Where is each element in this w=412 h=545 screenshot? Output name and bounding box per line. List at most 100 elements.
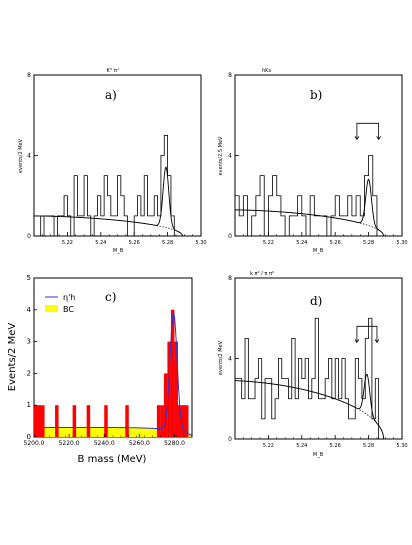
background-fit-line <box>234 380 402 440</box>
y-tick-label: 2 <box>27 369 31 377</box>
panel-title-a: K° π⁺ <box>106 68 119 74</box>
panel-label-c: c) <box>105 290 116 304</box>
x-tick-label: 5.26 <box>330 240 341 246</box>
y-tick-label: 4 <box>228 153 232 160</box>
x-axis-label-a: M_B <box>113 248 124 254</box>
histogram-bar <box>37 405 42 437</box>
axis-ticks-c: 5200.0 5220.0 5240.0 5260.0 5280.0 0 1 2 3 4 5 <box>24 274 193 447</box>
x-axis-label-c: B mass (MeV) <box>78 454 147 465</box>
y-tick-label: 0 <box>27 233 31 240</box>
panel-d: 5.22 5.24 5.26 5.28 5.30 0 4 8 k π⁰ / π π⁰ d) e… <box>218 271 408 458</box>
y-tick-label: 0 <box>228 436 232 443</box>
histogram-bar <box>156 405 161 437</box>
histogram-bar <box>160 405 164 437</box>
histogram-bar <box>72 405 77 437</box>
y-axis-label-d: events/2 MeV <box>218 340 224 375</box>
axis-ticks-b: 5.22 5.24 5.26 5.28 5.30 0 4 8 <box>228 72 407 246</box>
signal-window-arrow <box>354 339 360 344</box>
y-tick-label: 8 <box>228 72 232 79</box>
fit-curves-d <box>234 373 402 440</box>
histogram-bar <box>104 405 108 437</box>
y-axis-label-a: events/2 MeV <box>18 138 24 173</box>
x-tick-label: 5.24 <box>296 240 307 246</box>
axis-ticks-d: 5.22 5.24 5.26 5.28 5.30 0 4 8 <box>228 275 407 449</box>
x-axis-label-b: M_B <box>313 248 324 254</box>
panel-c: 5200.0 5220.0 5240.0 5260.0 5280.0 0 1 2 3 4 5 η'h… <box>7 274 193 465</box>
legend-label-bc: BC <box>63 305 74 314</box>
panel-label-b: b) <box>310 88 322 102</box>
signal-window-arrow <box>374 339 380 344</box>
signal-window-bracket <box>356 122 380 140</box>
panel-label-a: a) <box>105 88 117 102</box>
x-tick-label: 5.28 <box>363 443 374 449</box>
histogram-bar <box>163 373 168 437</box>
panel-title-d: k π⁰ / π π⁰ <box>250 271 274 277</box>
y-tick-label: 1 <box>27 401 31 409</box>
x-tick-label: 5240.0 <box>94 440 115 447</box>
panel-label-d: d) <box>310 294 322 308</box>
x-tick-label: 5.26 <box>129 240 140 246</box>
histogram-bar <box>184 405 189 437</box>
background-fit-line <box>234 209 402 237</box>
histogram-bar <box>125 405 129 437</box>
histogram-c <box>34 309 189 437</box>
x-axis-label-d: M_B <box>313 452 324 458</box>
legend-label-fit: η'h <box>63 293 75 302</box>
panel-a: 5.22 5.24 5.26 5.28 5.30 0 4 8 K° π⁺ a) events/… <box>18 68 207 254</box>
legend-c: η'h BC <box>45 293 75 314</box>
x-tick-label: 5200.0 <box>24 440 45 447</box>
histogram-bar <box>181 405 185 437</box>
x-tick-label: 5.28 <box>363 240 374 246</box>
panel-b: 5.22 5.24 5.26 5.28 5.30 0 4 8 hKs b) events/2.… <box>218 68 408 254</box>
x-tick-label: 5260.0 <box>129 440 150 447</box>
histogram-a <box>33 134 201 237</box>
legend-swatch-bc <box>45 305 58 312</box>
signal-window-bracket <box>356 325 378 343</box>
histogram-b <box>234 155 402 237</box>
x-tick-label: 5.22 <box>62 240 73 246</box>
histogram-steps <box>234 317 402 440</box>
histogram-bar <box>55 405 59 437</box>
histogram-steps <box>234 155 402 237</box>
x-tick-label: 5220.0 <box>59 440 80 447</box>
y-tick-label: 8 <box>27 72 31 79</box>
y-tick-label: 0 <box>228 233 232 240</box>
fit-curves-a <box>33 166 201 237</box>
axis-ticks-a: 5.22 5.24 5.26 5.28 5.30 0 4 8 <box>27 72 206 246</box>
histogram-d <box>234 317 402 440</box>
y-tick-label: 4 <box>27 306 32 314</box>
fit-curves-b <box>234 178 402 237</box>
x-tick-label: 5.24 <box>296 443 307 449</box>
fit-curves-c <box>34 311 193 438</box>
x-tick-label: 5.30 <box>195 240 206 246</box>
x-tick-label: 5.22 <box>263 240 274 246</box>
x-tick-label: 5.28 <box>162 240 173 246</box>
signal-window-arrow <box>354 136 360 141</box>
histogram-bar <box>167 341 171 437</box>
y-axis-label-c: Events/2 MeV <box>7 323 18 392</box>
x-tick-label: 5.30 <box>396 443 407 449</box>
signal-window-arrow <box>376 136 381 141</box>
y-tick-label: 4 <box>228 356 232 363</box>
x-tick-label: 5280.0 <box>164 440 185 447</box>
y-tick-label: 3 <box>27 338 31 346</box>
histogram-bar <box>86 405 91 437</box>
y-tick-label: 5 <box>27 274 31 282</box>
x-tick-label: 5.22 <box>263 443 274 449</box>
histogram-bar <box>174 341 178 437</box>
panel-title-b: hKs <box>262 68 271 74</box>
histogram-bar <box>177 405 182 437</box>
eta-h-fit-line <box>34 311 193 438</box>
y-tick-label: 0 <box>27 433 31 441</box>
histogram-bar <box>41 405 45 437</box>
y-tick-label: 8 <box>228 275 232 282</box>
histogram-bar <box>34 405 38 437</box>
x-tick-label: 5.30 <box>396 240 407 246</box>
histogram-bar <box>170 309 175 437</box>
x-tick-label: 5.26 <box>330 443 341 449</box>
background-fit-line <box>33 215 201 237</box>
y-axis-label-b: events/2.5 MeV <box>218 136 224 175</box>
y-tick-label: 4 <box>27 153 31 160</box>
histogram-steps <box>33 134 201 237</box>
